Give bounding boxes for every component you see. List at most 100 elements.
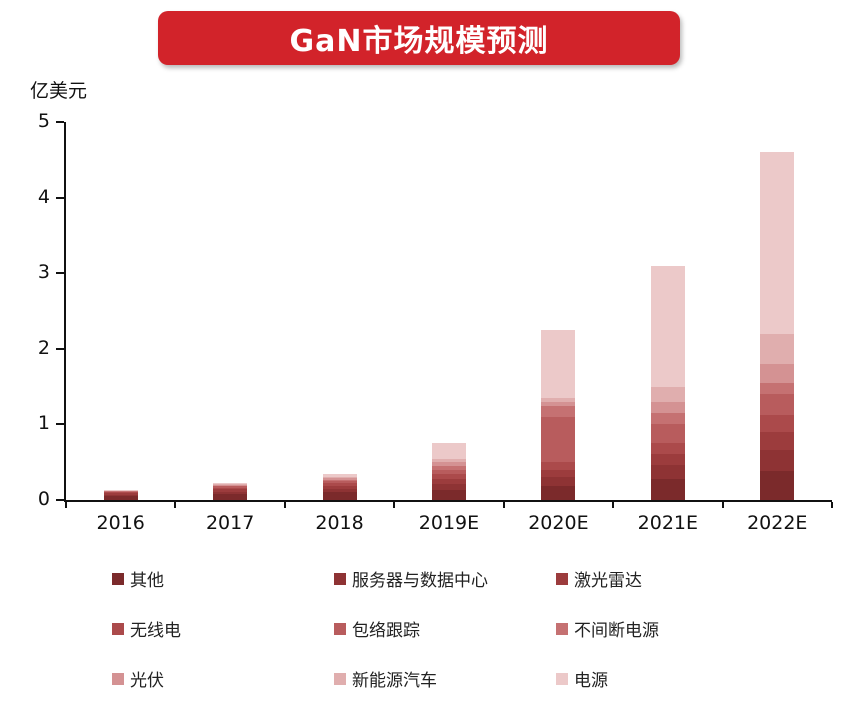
bar-segment xyxy=(322,483,357,486)
legend-label: 电源 xyxy=(574,671,608,691)
y-tick-label: 5 xyxy=(37,110,50,132)
x-axis-category-label: 2017 xyxy=(205,512,255,534)
bars: 2016 2017 2018 2019E 2020E 2021E 2022E xyxy=(66,122,832,534)
bar-segment xyxy=(760,471,795,500)
bar-segment xyxy=(103,494,138,497)
x-axis-category-label: 2021E xyxy=(637,512,698,534)
bar-segment xyxy=(431,478,466,485)
bar-segment xyxy=(541,405,576,417)
x-tick-mark xyxy=(283,502,286,508)
legend-item: 服务器与数据中心 xyxy=(334,566,556,591)
bar-segment xyxy=(760,415,795,432)
bar-segment xyxy=(431,484,466,491)
bar-segment xyxy=(322,476,357,479)
bar-segment xyxy=(213,493,248,500)
y-tick-label: 2 xyxy=(37,336,50,359)
bar-segment xyxy=(322,479,357,482)
legend-swatch xyxy=(112,622,124,635)
legend-label: 光伏 xyxy=(130,671,164,691)
bar-segment xyxy=(760,394,795,416)
x-axis-category-label: 2018 xyxy=(315,512,364,534)
legend-item: 新能源汽车 xyxy=(334,666,556,691)
y-tick-mark xyxy=(56,423,64,426)
bar-segment xyxy=(760,382,795,395)
stacked-bar xyxy=(541,330,576,500)
stacked-bar xyxy=(213,483,248,500)
bar-segment xyxy=(650,423,685,443)
bar-segment xyxy=(431,458,466,463)
legend-swatch xyxy=(334,622,346,635)
legend-label: 包络跟踪 xyxy=(352,621,420,641)
legend-label: 激光雷达 xyxy=(574,571,642,591)
x-axis-category-label: 2019E xyxy=(418,512,480,534)
legend-swatch xyxy=(112,672,124,685)
bar-segment xyxy=(213,489,248,492)
bar-segment xyxy=(650,386,685,402)
legend-item: 光伏 xyxy=(112,666,334,691)
bar-segment xyxy=(322,492,357,500)
bar-segment xyxy=(213,484,248,486)
bar-segment xyxy=(541,469,576,478)
bar-segment xyxy=(760,152,795,334)
bar-segment xyxy=(541,416,576,463)
legend-label: 其他 xyxy=(130,571,164,591)
bar-segment xyxy=(650,442,685,454)
stacked-bar xyxy=(103,490,138,500)
bar-segment xyxy=(541,398,576,402)
bar-segment xyxy=(650,465,685,479)
chart-title: GaN市场规模预测 xyxy=(289,24,549,59)
bar-segment xyxy=(431,469,466,475)
bar-segment xyxy=(650,478,685,500)
legend-swatch xyxy=(334,672,346,685)
stacked-bar xyxy=(431,443,466,500)
bar-segment xyxy=(650,413,685,424)
legend-item: 其他 xyxy=(112,566,334,591)
y-axis-unit-label: 亿美元 xyxy=(30,80,88,102)
stacked-bar xyxy=(760,152,795,500)
bar-segment xyxy=(541,401,576,406)
legend-item: 包络跟踪 xyxy=(334,616,556,641)
bar-segment xyxy=(650,265,685,387)
bar-segment xyxy=(760,333,795,364)
legend-swatch xyxy=(334,572,346,585)
y-tick-label: 0 xyxy=(37,488,50,510)
y-tick-mark xyxy=(56,196,64,199)
bar-segment xyxy=(431,474,466,479)
bar-segment xyxy=(650,453,685,466)
x-tick-mark xyxy=(721,502,724,508)
bar-segment xyxy=(322,474,357,477)
bar-segment xyxy=(541,477,576,487)
x-tick-mark xyxy=(502,502,505,508)
y-tick-mark xyxy=(56,272,64,275)
bar-slot: 2019E xyxy=(394,122,503,534)
bar-segment xyxy=(213,486,248,488)
x-tick-mark xyxy=(831,502,833,508)
y-tick-mark xyxy=(56,121,64,123)
bar-segment xyxy=(103,490,138,492)
bar-segment xyxy=(760,363,795,383)
bar-segment xyxy=(541,330,576,399)
legend-label: 新能源汽车 xyxy=(352,671,437,691)
legend-item: 激光雷达 xyxy=(556,566,778,591)
bar-segment xyxy=(650,401,685,414)
legend-label: 服务器与数据中心 xyxy=(352,571,488,591)
legend-swatch xyxy=(112,572,124,585)
stacked-bar xyxy=(322,474,357,500)
plot-area: 2016 2017 2018 2019E 2020E 2021E 2022E 0 1 2 3 4 5 xyxy=(38,110,833,534)
bar-segment xyxy=(213,484,248,485)
x-tick-mark xyxy=(65,502,67,508)
bar-slot: 2016 xyxy=(66,122,175,534)
y-tick-label: 4 xyxy=(37,185,50,208)
bar-segment xyxy=(213,483,248,485)
bar-segment xyxy=(103,496,138,500)
bar-segment xyxy=(103,493,138,495)
legend-swatch xyxy=(556,572,568,585)
legend-item: 电源 xyxy=(556,666,778,691)
bar-segment xyxy=(431,466,466,470)
bar-segment xyxy=(760,431,795,451)
bar-segment xyxy=(760,450,795,472)
y-tick-mark xyxy=(56,347,64,350)
bar-segment xyxy=(322,488,357,493)
x-axis-category-label: 2016 xyxy=(96,512,145,534)
bar-segment xyxy=(103,492,138,494)
